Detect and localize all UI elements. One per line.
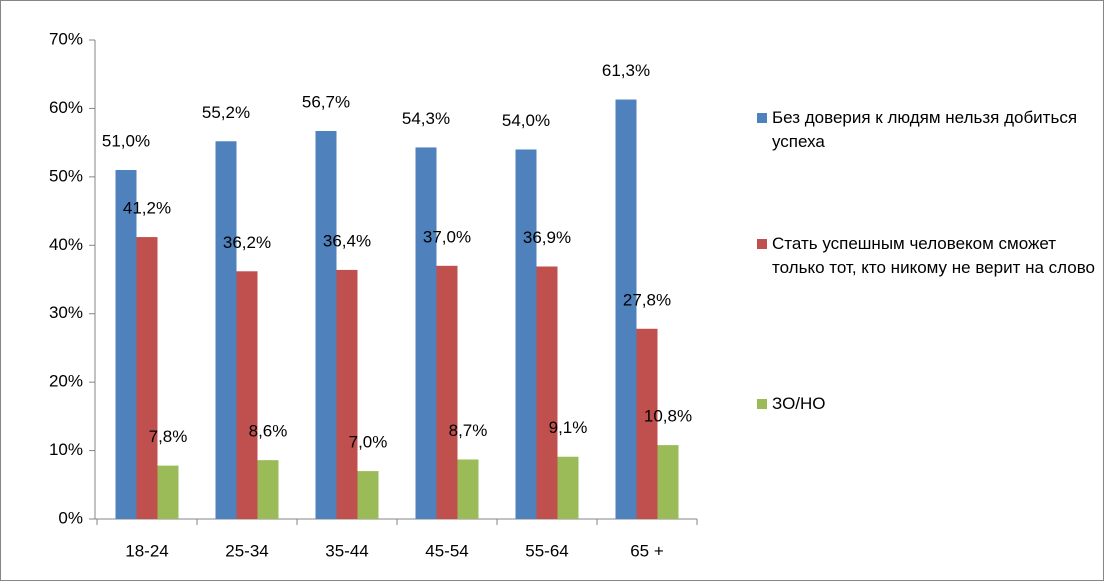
bar — [436, 265, 458, 519]
data-label: 7,0% — [349, 433, 388, 452]
y-tick-label: 50% — [49, 166, 83, 185]
data-label: 55,2% — [202, 103, 250, 122]
data-label: 41,2% — [123, 199, 171, 218]
data-label: 54,0% — [502, 111, 550, 130]
bar — [615, 99, 637, 519]
bar — [215, 141, 237, 519]
bar — [157, 465, 179, 519]
bar — [515, 149, 537, 519]
data-label: 36,4% — [323, 231, 371, 250]
bar — [457, 459, 479, 519]
legend-swatch — [757, 113, 767, 123]
bar — [636, 328, 658, 519]
data-label: 61,3% — [602, 61, 650, 80]
bar — [136, 237, 158, 519]
y-tick-label: 10% — [49, 440, 83, 459]
bar — [315, 131, 337, 519]
bar — [536, 266, 558, 519]
x-tick-label: 55-64 — [525, 541, 568, 560]
bar — [557, 456, 579, 519]
bar — [415, 147, 437, 519]
data-label: 37,0% — [423, 227, 471, 246]
data-label: 10,8% — [644, 407, 692, 426]
bar — [257, 460, 279, 519]
data-label: 27,8% — [623, 290, 671, 309]
x-tick-label: 18-24 — [125, 541, 168, 560]
x-tick-label: 45-54 — [425, 541, 468, 560]
legend-label: Стать успешным человеком сможет только т… — [772, 234, 1095, 277]
data-label: 51,0% — [102, 131, 150, 150]
legend-label: Без доверия к людям нельзя добиться успе… — [772, 108, 1078, 151]
legend-swatch — [757, 239, 767, 249]
bar — [336, 269, 358, 519]
bar — [236, 271, 258, 519]
data-label: 8,7% — [449, 421, 488, 440]
x-tick-label: 65 + — [630, 541, 664, 560]
data-label: 36,2% — [223, 233, 271, 252]
data-label: 54,3% — [402, 109, 450, 128]
bar — [657, 445, 679, 519]
x-tick-label: 35-44 — [325, 541, 368, 560]
bar — [115, 170, 137, 519]
data-label: 56,7% — [302, 92, 350, 111]
y-tick-label: 40% — [49, 235, 83, 254]
data-label: 7,8% — [149, 427, 188, 446]
y-tick-label: 0% — [58, 508, 83, 527]
legend-swatch — [757, 399, 767, 409]
x-tick-label: 25-34 — [225, 541, 268, 560]
bar — [357, 471, 379, 519]
y-tick-label: 20% — [49, 372, 83, 391]
y-tick-label: 30% — [49, 303, 83, 322]
data-label: 36,9% — [523, 228, 571, 247]
y-tick-label: 70% — [49, 29, 83, 48]
y-tick-label: 60% — [49, 98, 83, 117]
legend-label: ЗО/НО — [772, 394, 826, 413]
data-label: 8,6% — [249, 422, 288, 441]
data-label: 9,1% — [549, 418, 588, 437]
